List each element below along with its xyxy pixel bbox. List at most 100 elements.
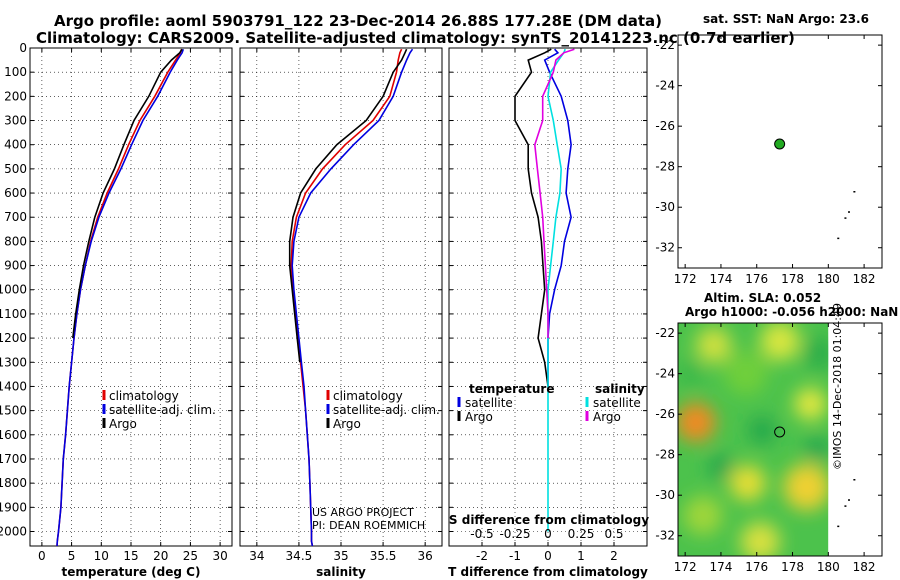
y-tick-label: 1000 [0, 283, 27, 297]
island-speck [853, 479, 856, 481]
series-temperature-argo [514, 48, 552, 387]
map-frame [677, 34, 883, 269]
series-climatology [56, 48, 183, 547]
salinity-panel: 34 34.5 35 35.5 36 salinity climatologysatelli… [239, 47, 443, 579]
heatmap-cell [695, 327, 732, 364]
x-tick-label: 30 [212, 549, 227, 563]
island-speck [853, 191, 856, 193]
legend-title-salinity: salinity [595, 382, 645, 396]
series-argo [288, 48, 408, 363]
sla-map-panel: 172 174 176 178 180 182 -22 -24 -26 -28 -30 -32 [655, 322, 883, 574]
credit-line-1: US ARGO PROJECT [312, 506, 414, 519]
temperature-panel: 0 5 10 15 20 25 300100200300400500600700800900… [0, 41, 233, 579]
s-tick-label: -0.25 [499, 527, 530, 541]
s-tick-label: 0 [544, 527, 552, 541]
x-tick-label: 1 [577, 549, 585, 563]
x-tick-label: 25 [183, 549, 198, 563]
y-tick-label: -24 [655, 367, 675, 381]
heatmap-cell [678, 361, 704, 387]
map-frame [677, 322, 883, 557]
heatmap-cell [783, 463, 829, 511]
sla-panel-title-1: Altim. SLA: 0.052 [704, 291, 822, 305]
x-tick-label: 10 [94, 549, 109, 563]
s-axis-label: S difference from climatology [449, 513, 649, 527]
x-tick-label: 36 [418, 549, 433, 563]
legend-label: Argo [109, 417, 137, 431]
x-tick-label: 176 [745, 272, 768, 286]
y-tick-label: 1700 [0, 452, 27, 466]
x-tick-label: 34 [249, 549, 264, 563]
y-tick-label: 1800 [0, 476, 27, 490]
series-climatology [290, 48, 403, 547]
legend-title-temperature: temperature [469, 382, 554, 396]
x-tick-label: 174 [709, 272, 732, 286]
y-tick-label: -22 [655, 38, 675, 52]
y-tick-label: 1600 [0, 428, 27, 442]
heatmap-cell [740, 522, 780, 556]
x-tick-label: 172 [674, 272, 697, 286]
y-tick-label: -26 [655, 407, 675, 421]
x-tick-label: 35 [333, 549, 348, 563]
figure-title-line1: Argo profile: aoml 5903791_122 23-Dec-20… [54, 12, 662, 30]
y-tick-label: 500 [4, 162, 27, 176]
x-tick-label: -1 [509, 549, 521, 563]
x-tick-label: 172 [674, 560, 697, 574]
x-tick-label: 176 [745, 560, 768, 574]
heatmap-cell [794, 387, 827, 421]
credit-line-2: PI: DEAN ROEMMICH [312, 519, 426, 532]
island-speck [844, 217, 847, 219]
x-tick-label: 178 [781, 272, 804, 286]
y-tick-label: -30 [655, 200, 675, 214]
x-tick-label: 34.5 [286, 549, 313, 563]
y-tick-label: 300 [4, 114, 27, 128]
island-speck [837, 237, 840, 240]
x-tick-label: 182 [853, 560, 876, 574]
y-tick-label: 800 [4, 234, 27, 248]
y-tick-label: 600 [4, 186, 27, 200]
difference-panel: -2 -1 0 1 2 T difference from climatology -0.5… [448, 47, 649, 579]
y-tick-label: 700 [4, 210, 27, 224]
y-tick-label: 400 [4, 138, 27, 152]
x-tick-label: -2 [476, 549, 488, 563]
heatmap-cell [678, 402, 716, 442]
series-salinity-argo [533, 48, 575, 339]
y-tick-label: 2000 [0, 524, 27, 538]
y-tick-label: 900 [4, 259, 27, 273]
heatmap-cell [747, 416, 777, 445]
y-tick-label: 0 [19, 41, 27, 55]
y-tick-label: 100 [4, 65, 27, 79]
x-tick-label: 174 [709, 560, 732, 574]
island-speck [848, 211, 850, 213]
y-tick-label: 1200 [0, 331, 27, 345]
x-tick-label: 178 [781, 560, 804, 574]
heatmap-cell [805, 436, 829, 462]
s-tick-label: -0.5 [470, 527, 493, 541]
legend-label: satellite-adj. clim. [109, 403, 216, 417]
sla-panel-title-2: Argo h1000: -0.056 h2000: NaN [685, 305, 899, 319]
x-tick-label: 0 [38, 549, 46, 563]
x-tick-label: 182 [853, 272, 876, 286]
x-tick-label: 2 [610, 549, 618, 563]
y-tick-label: -28 [655, 448, 675, 462]
x-tick-label: 180 [817, 560, 840, 574]
y-tick-label: -32 [655, 241, 675, 255]
legend-label: climatology [333, 389, 403, 403]
legend-label: Argo [333, 417, 361, 431]
y-tick-label: -26 [655, 119, 675, 133]
series-satellite-adj-clim- [291, 48, 414, 547]
s-tick-label: 0.5 [604, 527, 623, 541]
timestamp-stamp: ©IMOS 14-Dec-2018 01:04:49 [831, 303, 844, 470]
x-axis-label: T difference from climatology [448, 565, 648, 579]
series-temperature-satellite [543, 48, 572, 387]
y-tick-label: -32 [655, 529, 675, 543]
x-axis-label: temperature (deg C) [62, 565, 201, 579]
y-tick-label: 1900 [0, 500, 27, 514]
island-speck [837, 525, 840, 528]
legend-label: satellite-adj. clim. [333, 403, 440, 417]
legend-label: Argo [593, 410, 621, 424]
y-tick-label: -28 [655, 160, 675, 174]
heatmap-cell [729, 465, 766, 501]
island-speck [848, 499, 850, 501]
y-tick-label: 1500 [0, 404, 27, 418]
